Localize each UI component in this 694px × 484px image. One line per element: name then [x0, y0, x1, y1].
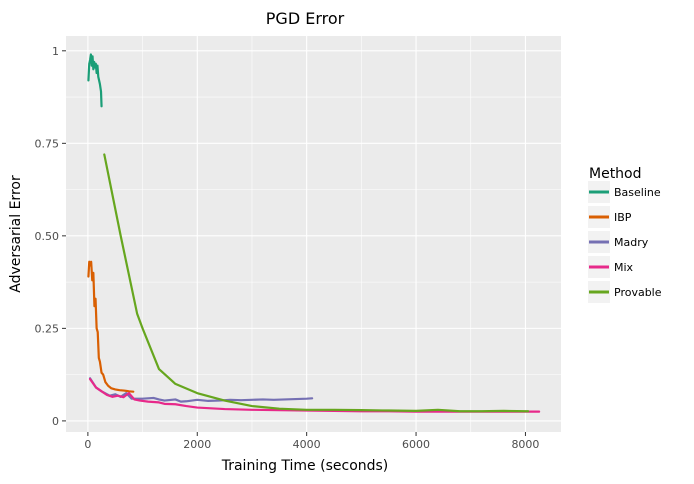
series-lines [87, 53, 541, 413]
plot-panel [66, 36, 561, 432]
major-grid-y [66, 50, 561, 422]
legend-title: Method [589, 166, 642, 182]
legend-label: Baseline [614, 186, 661, 199]
legend-item-mix: Mix [588, 256, 634, 278]
x-tick-label: 0 [84, 438, 91, 451]
series-line-baseline [87, 53, 103, 108]
legend-item-provable: Provable [588, 281, 662, 303]
y-tick-label: 1 [52, 45, 59, 58]
y-tick-label: 0 [52, 415, 59, 428]
y-axis-title: Adversarial Error [8, 175, 24, 293]
y-tick-label: 0.75 [35, 137, 60, 150]
minor-grid-x [142, 36, 472, 432]
legend-label: Provable [614, 286, 662, 299]
chart-title: PGD Error [266, 9, 345, 28]
series-line-mix [88, 377, 541, 413]
legend-item-madry: Madry [588, 231, 649, 253]
legend-label: Madry [614, 236, 649, 249]
legend-label: IBP [614, 211, 632, 224]
legend-item-baseline: Baseline [588, 181, 661, 203]
series-line-ibp [87, 260, 135, 393]
legend-item-ibp: IBP [588, 206, 632, 228]
legend: Method Baseline IBP Madry Mix Provable [588, 166, 662, 303]
y-tick-label: 0.50 [35, 230, 60, 243]
panel-background [66, 36, 561, 432]
y-tick-label: 0.25 [35, 322, 60, 335]
y-axis: 0 0.25 0.50 0.75 1 [35, 45, 66, 428]
x-tick-label: 8000 [511, 438, 539, 451]
x-tick-label: 4000 [293, 438, 321, 451]
x-axis-title: Training Time (seconds) [221, 458, 389, 474]
series-line-provable [103, 153, 530, 413]
x-tick-label: 6000 [402, 438, 430, 451]
major-grid-x [87, 36, 526, 432]
minor-grid-y [66, 96, 561, 375]
legend-label: Mix [614, 261, 634, 274]
x-tick-label: 2000 [183, 438, 211, 451]
x-axis: 0 2000 4000 6000 8000 [84, 432, 539, 451]
legend-items: Baseline IBP Madry Mix Provable [588, 181, 662, 303]
